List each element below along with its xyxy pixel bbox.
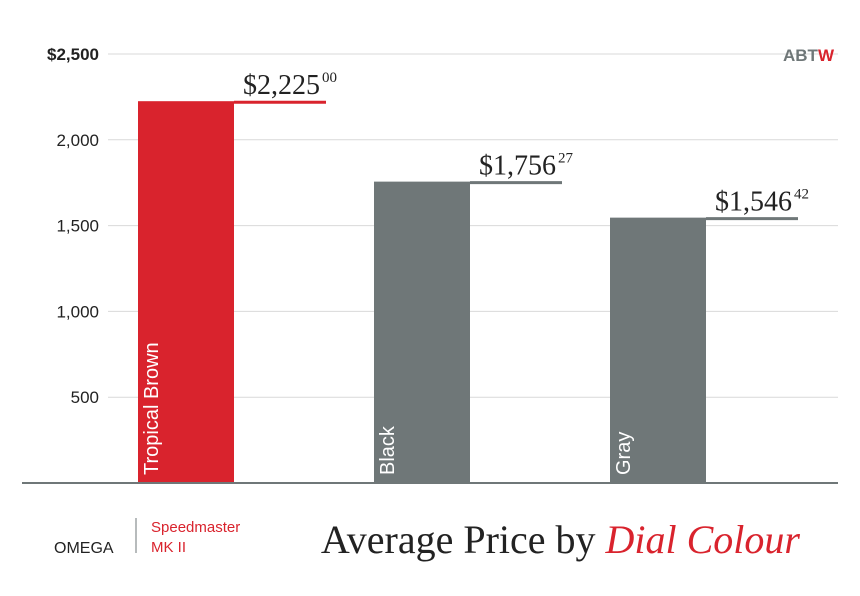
- model-name-line1: Speedmaster: [151, 519, 240, 536]
- bar: [138, 101, 234, 483]
- y-axis-tick-labels: 500 1,000 1,500 2,000 $2,500: [47, 45, 99, 407]
- bar: [610, 217, 706, 483]
- value-cents: 00: [322, 70, 337, 86]
- bar-value-label: $2,225 00: [243, 70, 337, 101]
- brand-logo: ABTW: [783, 46, 835, 65]
- brand-maker: OMEGA: [54, 540, 114, 557]
- value-dollars: $1,546: [715, 187, 792, 218]
- y-tick-label: 1,000: [56, 302, 99, 321]
- y-tick-label: $2,500: [47, 45, 99, 64]
- bar: [374, 181, 470, 483]
- bar-category-label: Black: [377, 425, 399, 475]
- y-tick-label: 1,500: [56, 217, 99, 236]
- chart-title-emphasis: Dial Colour: [605, 517, 801, 562]
- chart-title-plain: Average Price by: [321, 517, 606, 562]
- bar-value-label: $1,756 27: [479, 151, 574, 182]
- value-cents: 42: [794, 187, 809, 203]
- model-name-line2: MK II: [151, 539, 186, 556]
- brand-logo-part: ABT: [783, 46, 819, 65]
- value-labels: $2,225 00 $1,756 27 $1,546 42: [234, 70, 809, 221]
- bar-value-label: $1,546 42: [715, 187, 809, 218]
- brand-logo-accent: W: [818, 46, 835, 65]
- bar-category-label: Tropical Brown: [141, 342, 163, 475]
- value-cents: 27: [558, 151, 574, 167]
- bar-category-label: Gray: [613, 432, 635, 475]
- value-dollars: $1,756: [479, 151, 556, 182]
- y-tick-label: 2,000: [56, 131, 99, 150]
- chart-title: Average Price by Dial Colour: [321, 517, 801, 562]
- bars: Tropical Brown Black Gray: [138, 101, 706, 483]
- y-tick-label: 500: [71, 388, 99, 407]
- value-dollars: $2,225: [243, 70, 320, 101]
